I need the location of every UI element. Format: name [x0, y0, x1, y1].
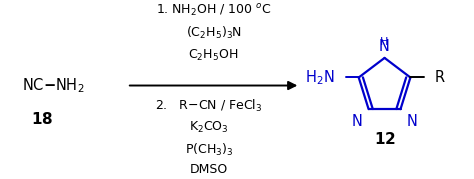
- Text: P(CH$_3$)$_3$: P(CH$_3$)$_3$: [185, 141, 233, 158]
- Text: N: N: [352, 114, 363, 129]
- Text: NC$\mathbf{-}$NH$_2$: NC$\mathbf{-}$NH$_2$: [21, 76, 84, 95]
- Text: C$_2$H$_5$OH: C$_2$H$_5$OH: [189, 48, 239, 63]
- Text: DMSO: DMSO: [190, 163, 228, 176]
- Text: $\mathbf{12}$: $\mathbf{12}$: [374, 131, 395, 147]
- Text: 1. NH$_2$OH / 100 $^o$C: 1. NH$_2$OH / 100 $^o$C: [156, 3, 271, 19]
- Text: H$_2$N: H$_2$N: [305, 68, 334, 87]
- Text: N: N: [406, 114, 417, 129]
- Text: 2.   R$-$CN / FeCl$_3$: 2. R$-$CN / FeCl$_3$: [155, 98, 263, 114]
- Text: N: N: [379, 39, 390, 54]
- Text: (C$_2$H$_5$)$_3$N: (C$_2$H$_5$)$_3$N: [185, 25, 242, 41]
- Text: H: H: [380, 37, 389, 47]
- Text: $\mathbf{18}$: $\mathbf{18}$: [31, 111, 54, 127]
- Text: R: R: [435, 70, 445, 85]
- Text: K$_2$CO$_3$: K$_2$CO$_3$: [189, 120, 229, 135]
